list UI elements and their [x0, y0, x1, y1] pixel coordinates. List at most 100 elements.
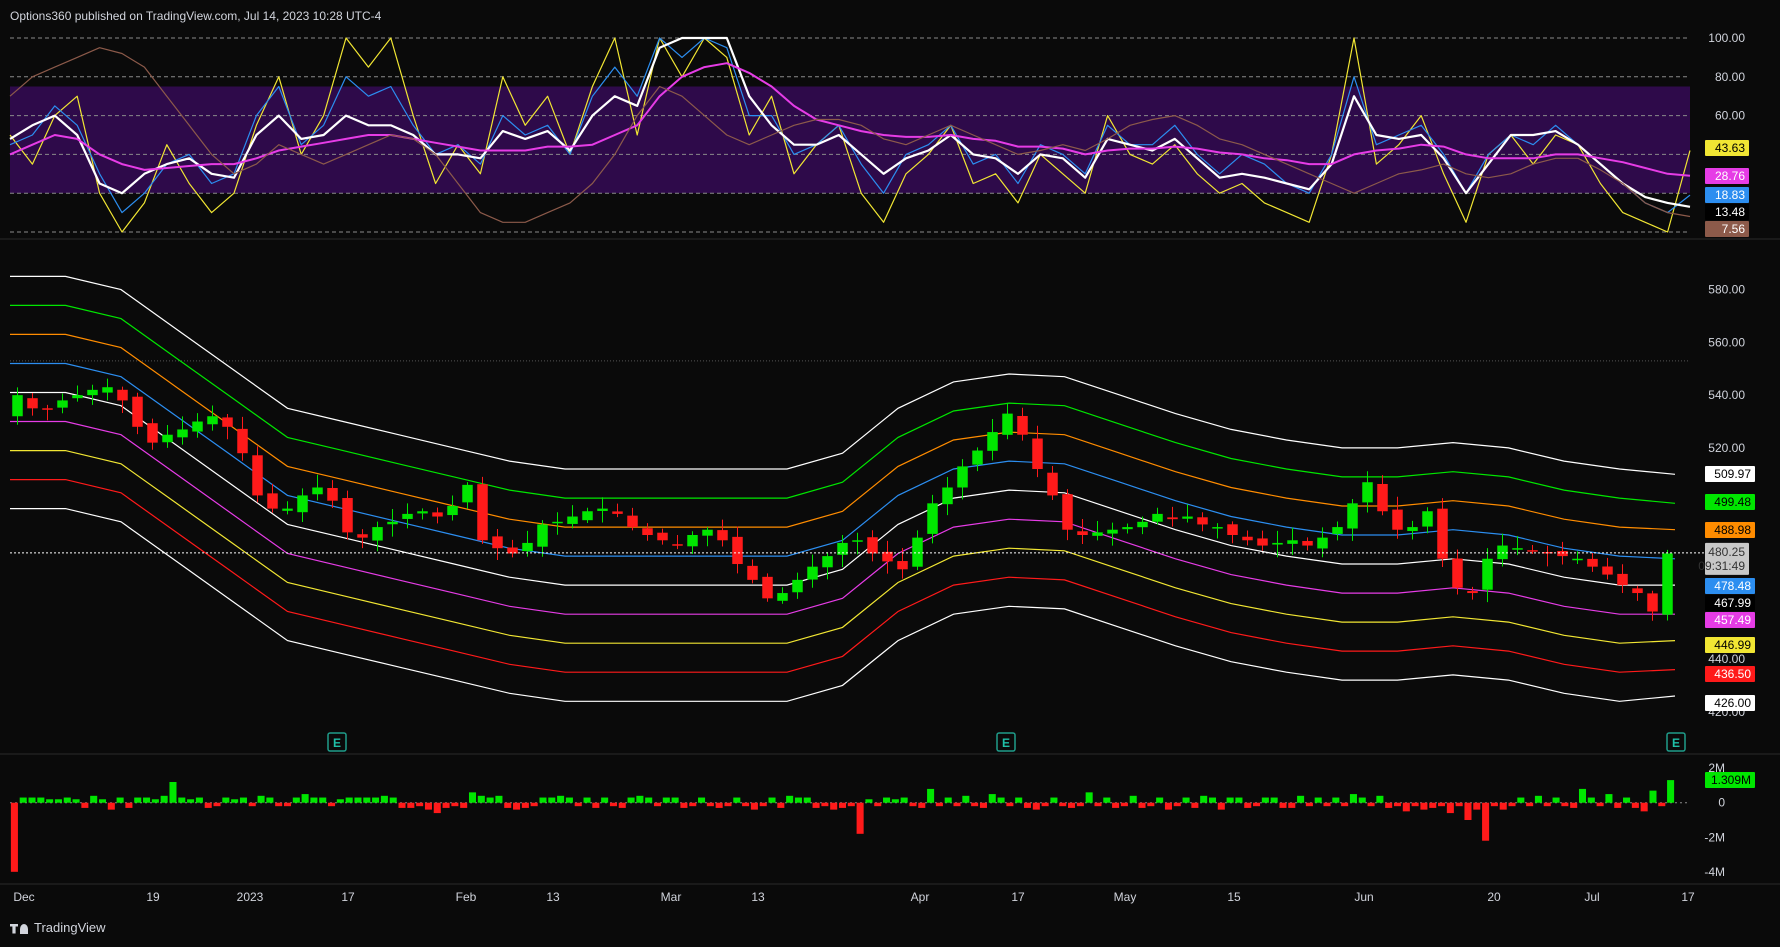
oscillator-value-label-1-bg — [1705, 168, 1749, 184]
candle-body-76 — [1152, 513, 1163, 522]
oscillator-tick-0: 100.00 — [1708, 31, 1745, 45]
volume-bar-130 — [1156, 797, 1164, 803]
candle-body-101 — [1527, 550, 1538, 552]
volume-bar-41 — [372, 797, 380, 803]
volume-bar-48 — [433, 802, 441, 814]
volume-bar-109 — [971, 802, 979, 807]
oscillator-zone — [10, 86, 1690, 194]
chart-canvas[interactable]: 100.00 80.00 60.00 0 43.63 28.76 18.83 13.48 7.5… — [0, 0, 1780, 915]
earnings-marker-1 — [996, 732, 1016, 752]
band-line-4 — [10, 391, 1675, 586]
volume-bar-73 — [653, 802, 662, 807]
volume-bar-55 — [495, 795, 503, 803]
volume-bar-156 — [1385, 802, 1393, 808]
volume-bar-7 — [72, 799, 80, 803]
volume-bar-88 — [786, 795, 794, 803]
candle-body-2 — [42, 408, 53, 410]
candle-body-108 — [1632, 588, 1643, 594]
volume-bar-96 — [856, 802, 864, 834]
volume-tick-1: 0 — [1718, 796, 1725, 810]
volume-bar-133 — [1182, 797, 1190, 803]
price-tick-3: 520.00 — [1708, 441, 1745, 455]
volume-bar-19 — [178, 797, 186, 803]
volume-bar-153 — [1358, 797, 1366, 803]
candle-body-49 — [747, 565, 758, 580]
band-value-label-0: 509.97 — [1714, 467, 1751, 481]
band-value-label-0-bg — [1705, 466, 1755, 482]
earnings-marker-label-0: E — [333, 736, 341, 750]
candle-body-89 — [1347, 503, 1358, 529]
band-line-6 — [10, 450, 1676, 644]
oscillator-value-label-4: 7.56 — [1722, 222, 1746, 236]
volume-bar-53 — [477, 795, 485, 803]
candle-body-4 — [72, 395, 83, 399]
band-value-label-2: 488.98 — [1714, 523, 1751, 537]
volume-bar-186 — [1649, 790, 1657, 803]
price-tick-0: 580.00 — [1708, 283, 1745, 297]
candle-body-81 — [1227, 524, 1238, 535]
volume-bar-106 — [944, 797, 952, 803]
candle-body-55 — [837, 542, 848, 555]
current-price-label: 480.25 — [1708, 545, 1745, 559]
volume-bar-149 — [1323, 802, 1331, 807]
candle-body-43 — [657, 532, 668, 541]
volume-bar-82 — [733, 797, 741, 803]
candle-body-30 — [462, 484, 473, 503]
candle-body-77 — [1167, 517, 1178, 520]
volume-bar-168 — [1490, 802, 1498, 807]
candle-body-59 — [897, 561, 908, 570]
volume-bar-110 — [979, 802, 987, 808]
candle-body-26 — [402, 513, 413, 519]
volume-bar-56 — [504, 802, 512, 808]
volume-bar-164 — [1455, 802, 1463, 807]
volume-bar-67 — [601, 797, 609, 803]
volume-bar-46 — [416, 802, 424, 807]
volume-bar-152 — [1349, 794, 1357, 803]
volume-bar-175 — [1552, 797, 1560, 803]
candle-body-62 — [942, 487, 953, 505]
candle-body-3 — [57, 400, 68, 408]
volume-bar-165 — [1464, 802, 1472, 820]
volume-bar-172 — [1526, 802, 1534, 807]
candle-body-96 — [1452, 558, 1463, 588]
volume-bar-84 — [750, 802, 758, 810]
volume-bar-171 — [1517, 797, 1525, 803]
candle-body-36 — [552, 521, 563, 524]
volume-bar-63 — [565, 797, 573, 803]
volume-bar-161 — [1429, 802, 1437, 808]
volume-bar-101 — [900, 797, 908, 803]
band-value-label-4-bg — [1705, 595, 1755, 611]
volume-bar-83 — [742, 802, 750, 807]
candle-body-31 — [477, 484, 488, 541]
x-tick-5: 13 — [546, 890, 560, 904]
volume-bar-36 — [328, 802, 336, 807]
volume-bar-95 — [847, 802, 855, 807]
volume-bar-135 — [1200, 795, 1208, 803]
candle-body-106 — [1602, 566, 1613, 575]
volume-bar-185 — [1640, 802, 1648, 812]
volume-bar-173 — [1534, 795, 1542, 803]
volume-bar-72 — [645, 797, 653, 803]
x-tick-14: Jul — [1584, 890, 1599, 904]
candle-body-22 — [342, 498, 353, 533]
volume-bar-74 — [662, 797, 670, 803]
earnings-marker-label-1: E — [1002, 736, 1010, 750]
candle-body-98 — [1482, 558, 1493, 590]
volume-bar-57 — [513, 802, 521, 810]
candle-body-39 — [597, 508, 608, 511]
tradingview-brand[interactable]: TradingView — [10, 920, 106, 935]
volume-bar-27 — [248, 802, 256, 807]
candle-body-21 — [327, 487, 338, 501]
volume-bar-159 — [1411, 802, 1419, 807]
oscillator-line-3 — [9, 62, 1691, 177]
volume-bar-112 — [997, 797, 1005, 803]
candle-body-54 — [822, 556, 833, 568]
candle-body-50 — [762, 576, 773, 599]
volume-bar-21 — [195, 797, 203, 803]
volume-bar-166 — [1473, 802, 1481, 810]
volume-bar-187 — [1658, 802, 1666, 807]
volume-bar-179 — [1587, 797, 1595, 803]
volume-bar-68 — [609, 802, 617, 807]
candle-body-60 — [912, 537, 923, 567]
volume-bar-22 — [204, 802, 212, 808]
